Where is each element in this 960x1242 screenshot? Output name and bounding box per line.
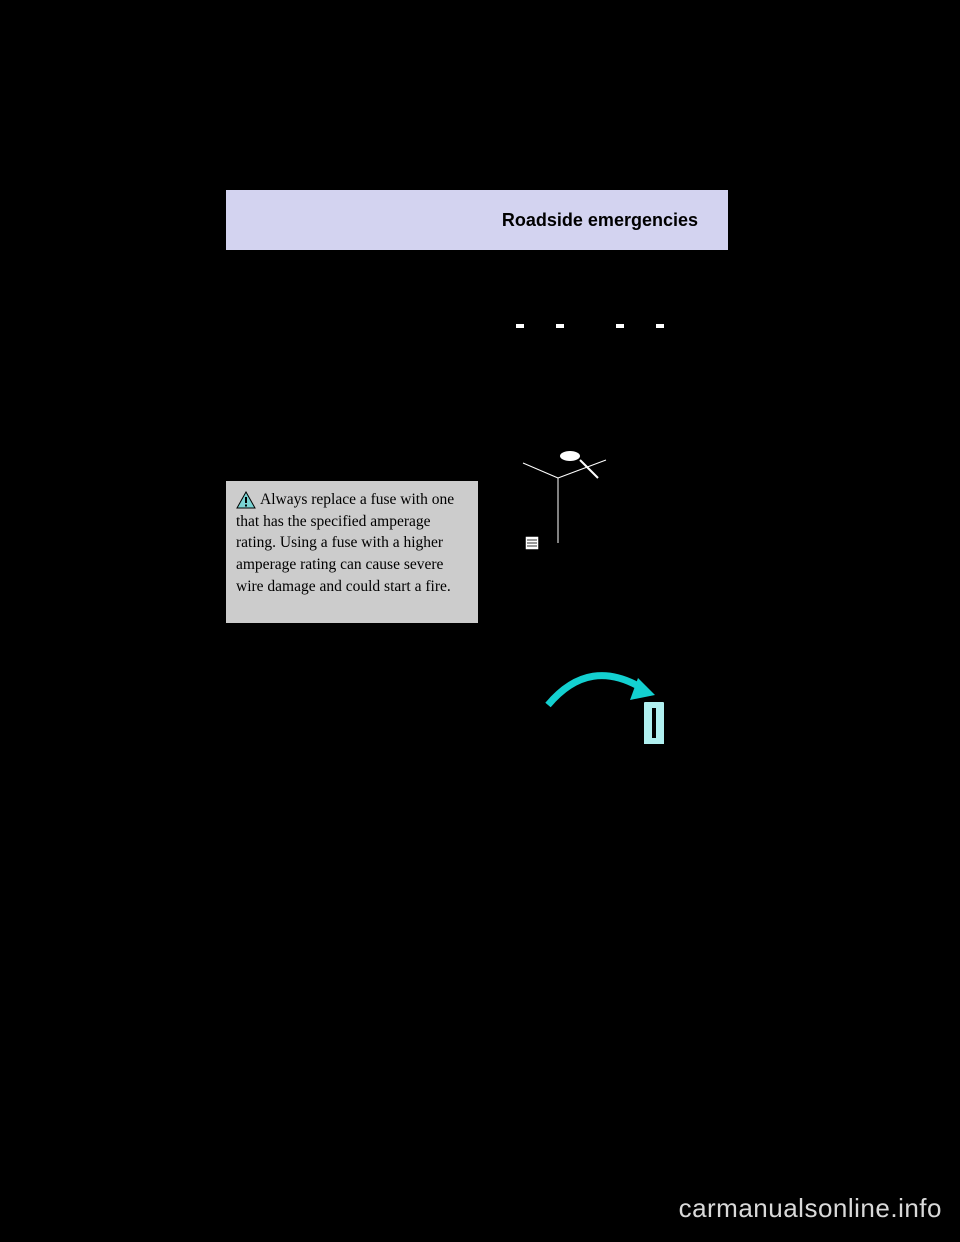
watermark-text: carmanualsonline.info — [679, 1193, 942, 1224]
warning-triangle-icon — [236, 491, 256, 509]
fuse-box-diagram — [498, 428, 698, 568]
warning-text: Always replace a fuse with one that has … — [236, 491, 454, 595]
section-header: Roadside emergencies — [226, 190, 728, 250]
target-fuse-icon — [642, 700, 666, 746]
fuse-comparison-diagram — [493, 298, 703, 428]
fuse-pair-broken — [611, 310, 669, 377]
page-root: Roadside emergencies — [0, 0, 960, 1242]
warning-callout: Always replace a fuse with one that has … — [226, 481, 478, 623]
arrow-fuse-diagram — [530, 660, 720, 780]
section-title: Roadside emergencies — [502, 210, 698, 231]
fuse-pair-intact — [511, 310, 569, 377]
